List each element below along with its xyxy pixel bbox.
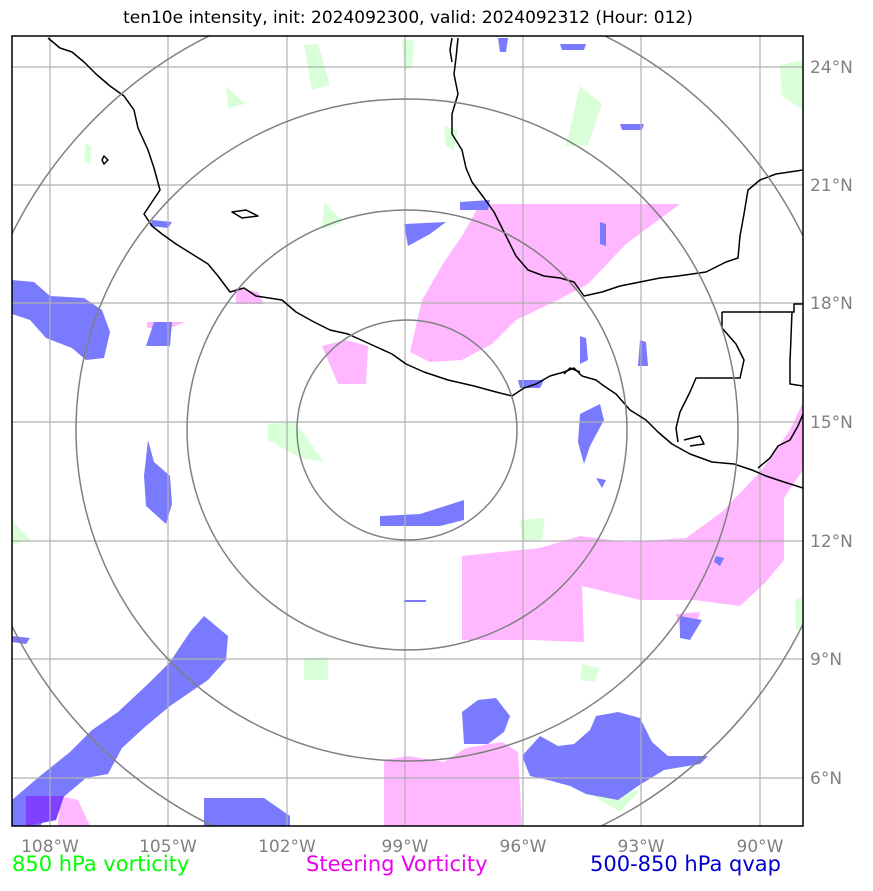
vorticity-850-area <box>12 520 30 545</box>
qvap-area <box>12 616 228 826</box>
qvap-area <box>12 280 110 360</box>
lat-label: 9°N <box>810 650 842 670</box>
steering-vorticity-area <box>384 742 522 826</box>
steering-vorticity-area <box>236 288 264 304</box>
qvap-area <box>518 380 544 388</box>
qvap-area <box>144 440 172 524</box>
vorticity-850-area <box>322 202 344 230</box>
lon-label: 102°W <box>258 837 316 857</box>
steering-vorticity-area <box>58 796 90 826</box>
qvap-area <box>680 616 702 640</box>
legend-steering-vorticity: Steering Vorticity <box>306 852 488 876</box>
vorticity-850-area <box>268 422 324 462</box>
steering-vorticity-area <box>410 204 680 362</box>
vorticity-850-area <box>226 86 245 108</box>
lat-label: 24°N <box>810 58 853 78</box>
vorticity-850-area <box>795 596 803 630</box>
qvap-area <box>204 798 290 826</box>
vorticity-850-area <box>780 60 803 110</box>
vorticity-850-area <box>566 86 602 146</box>
qvap-area <box>462 698 510 744</box>
vorticity-850-area <box>84 143 92 165</box>
steering-vorticity-area <box>322 340 368 384</box>
qvap-area <box>522 712 708 800</box>
lat-label: 15°N <box>810 413 853 433</box>
qvap-area <box>620 124 644 130</box>
qvap-layer <box>12 38 724 826</box>
qvap-steering-overlap <box>26 796 64 826</box>
qvap-area <box>596 478 606 488</box>
vorticity-850-layer <box>12 40 803 812</box>
vorticity-850-area <box>520 518 545 542</box>
steering-vorticity-area <box>462 402 803 642</box>
qvap-area <box>460 200 490 210</box>
vorticity-850-area <box>580 664 600 682</box>
range-ring-1 <box>296 319 518 541</box>
range-rings <box>12 36 803 826</box>
map-title: ten10e intensity, init: 2024092300, vali… <box>123 8 693 28</box>
qvap-area <box>146 322 172 346</box>
lon-label: 96°W <box>500 837 547 857</box>
legend-850-vorticity: 850 hPa vorticity <box>12 852 190 876</box>
qvap-area <box>580 336 588 364</box>
lat-axis: 24°N 21°N 18°N 15°N 12°N 9°N 6°N <box>810 58 853 789</box>
lon-label: 105°W <box>139 837 197 857</box>
qvap-area <box>12 636 30 644</box>
lon-axis: 108°W 105°W 102°W 99°W 96°W 93°W 90°W <box>21 837 784 857</box>
qvap-area <box>404 600 426 602</box>
qvap-area <box>498 38 508 52</box>
map-frame <box>11 35 804 827</box>
lon-label: 93°W <box>618 837 665 857</box>
qvap-area <box>404 222 446 246</box>
vorticity-850-area <box>304 657 328 680</box>
lat-label: 18°N <box>810 294 853 314</box>
qvap-area <box>560 44 586 50</box>
range-ring-2 <box>186 209 628 651</box>
qvap-area <box>638 340 648 366</box>
lat-label: 6°N <box>810 769 842 789</box>
lat-label: 21°N <box>810 176 853 196</box>
qvap-area <box>714 556 724 566</box>
qvap-area <box>600 222 606 246</box>
legend-qvap: 500-850 hPa qvap <box>590 852 781 876</box>
coastline <box>47 37 803 489</box>
qvap-area <box>380 500 464 526</box>
range-ring-3 <box>75 98 739 762</box>
vorticity-850-area <box>402 40 414 70</box>
qvap-area <box>150 220 172 228</box>
lon-label: 99°W <box>382 837 429 857</box>
graticule <box>12 36 803 826</box>
lat-label: 12°N <box>810 532 853 552</box>
lon-label: 90°W <box>737 837 784 857</box>
vorticity-850-area <box>444 126 458 150</box>
qvap-area <box>578 404 604 464</box>
lon-label: 108°W <box>21 837 79 857</box>
